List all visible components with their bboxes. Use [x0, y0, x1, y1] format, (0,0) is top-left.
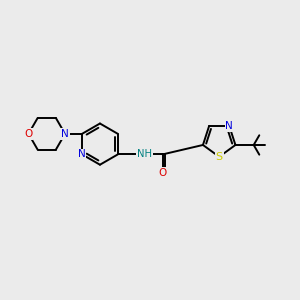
Text: N: N	[225, 121, 233, 131]
Text: N: N	[78, 149, 86, 159]
Text: N: N	[61, 129, 69, 139]
Text: O: O	[24, 129, 33, 139]
Text: O: O	[158, 168, 167, 178]
Text: NH: NH	[137, 149, 152, 159]
Text: S: S	[216, 152, 223, 162]
